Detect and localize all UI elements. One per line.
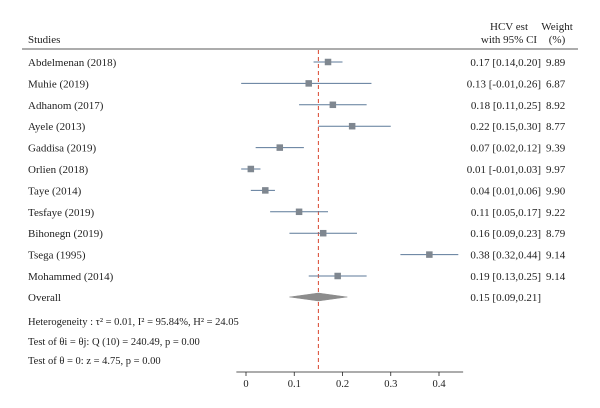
effect-marker	[262, 187, 269, 194]
x-tick-label: 0.2	[336, 379, 349, 390]
study-label: Gaddisa (2019)	[28, 143, 96, 155]
study-label: Tsega (1995)	[28, 250, 86, 262]
weight-text: 8.77	[546, 121, 566, 133]
study-label: Abdelmenan (2018)	[28, 57, 117, 69]
effect-marker	[329, 101, 337, 109]
weight-text: 8.92	[546, 100, 565, 112]
effect-marker	[334, 272, 341, 280]
ci-text: 0.16 [0.09,0.23]	[470, 228, 541, 240]
ci-text: 0.19 [0.13,0.25]	[470, 271, 541, 283]
effect-marker	[295, 208, 303, 216]
weight-text: 9.14	[546, 250, 566, 262]
heterogeneity-text: Heterogeneity : τ² = 0.01, I² = 95.84%, …	[28, 317, 239, 328]
overall-diamond	[289, 292, 348, 302]
header-weight-line1: Weight	[541, 21, 573, 33]
weight-text: 6.87	[546, 78, 566, 90]
header-weight-line2: (%)	[549, 34, 566, 46]
effect-marker	[305, 80, 312, 87]
weight-text: 9.89	[546, 57, 566, 69]
study-label: Tesfaye (2019)	[28, 207, 94, 219]
header-studies: Studies	[28, 34, 60, 46]
study-label: Ayele (2013)	[28, 121, 86, 133]
ci-text: 0.18 [0.11,0.25]	[471, 100, 541, 112]
ci-text: 0.11 [0.05,0.17]	[471, 207, 541, 219]
ci-text: 0.13 [-0.01,0.26]	[467, 78, 541, 90]
effect-marker	[319, 229, 327, 237]
effect-marker	[324, 58, 332, 66]
ci-text: 0.01 [-0.01,0.03]	[467, 164, 541, 176]
x-tick-label: 0.4	[432, 379, 446, 390]
ci-text: 0.04 [0.01,0.06]	[470, 185, 541, 197]
effect-marker	[348, 122, 356, 130]
study-label: Orlien (2018)	[28, 164, 89, 176]
effect-marker	[426, 251, 433, 258]
ci-text: 0.17 [0.14,0.20]	[470, 57, 541, 69]
x-tick-label: 0.1	[288, 379, 301, 390]
ci-text: 0.38 [0.32,0.44]	[470, 250, 541, 262]
ci-text: 0.07 [0.02,0.12]	[470, 143, 541, 155]
study-label: Bihonegn (2019)	[28, 228, 103, 240]
weight-text: 9.14	[546, 271, 566, 283]
study-label: Mohammed (2014)	[28, 271, 114, 283]
x-tick-label: 0.3	[384, 379, 397, 390]
weight-text: 9.90	[546, 185, 566, 197]
effect-marker	[276, 144, 284, 151]
test-zero-text: Test of θ = 0: z = 4.75, p = 0.00	[28, 356, 161, 367]
test-equal-text: Test of θi = θj: Q (10) = 240.49, p = 0.…	[28, 337, 200, 348]
header-estimate-line2: with 95% CI	[481, 34, 538, 46]
study-label: Muhie (2019)	[28, 78, 89, 90]
weight-text: 8.79	[546, 228, 566, 240]
ci-text: 0.22 [0.15,0.30]	[470, 121, 541, 133]
weight-text: 9.97	[546, 164, 566, 176]
weight-text: 9.39	[546, 143, 566, 155]
x-tick-label: 0	[243, 379, 248, 390]
overall-label: Overall	[28, 292, 61, 304]
study-label: Taye (2014)	[28, 185, 82, 197]
overall-ci-text: 0.15 [0.09,0.21]	[470, 292, 541, 304]
study-label: Adhanom (2017)	[28, 100, 104, 112]
effect-marker	[247, 165, 255, 173]
header-estimate-line1: HCV est	[490, 21, 528, 33]
weight-text: 9.22	[546, 207, 565, 219]
